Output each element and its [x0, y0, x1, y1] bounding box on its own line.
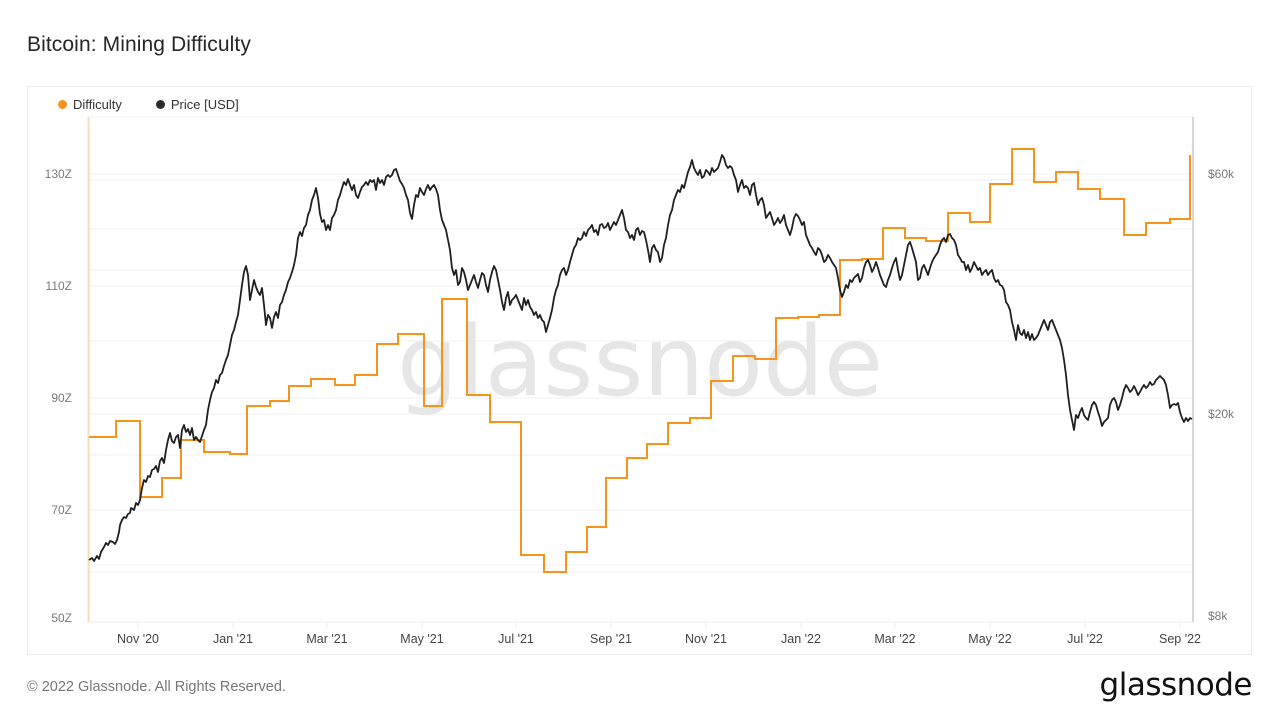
chart-card	[27, 86, 1252, 655]
x-tick-sep-21: Sep '21	[590, 632, 632, 646]
legend-label-difficulty: Difficulty	[73, 97, 122, 112]
x-tick-nov-20: Nov '20	[117, 632, 159, 646]
page-title: Bitcoin: Mining Difficulty	[27, 33, 251, 56]
x-tick-jul-21: Jul '21	[498, 632, 534, 646]
left-tick-50z: 50Z	[51, 611, 72, 625]
left-axis: 130Z 110Z 90Z 70Z 50Z	[45, 167, 72, 625]
black-dot-icon	[155, 100, 165, 109]
gridlines	[88, 116, 1193, 573]
difficulty-line[interactable]	[89, 148, 1191, 573]
right-tick-20k: $20k	[1208, 407, 1235, 421]
chart-legend: Difficulty Price [USD]	[58, 97, 239, 112]
left-tick-70z: 70Z	[51, 503, 72, 517]
right-tick-60k: $60k	[1208, 167, 1235, 181]
right-axis: $60k $20k $8k	[1208, 167, 1235, 623]
right-tick-8k: $8k	[1208, 609, 1228, 623]
x-tick-may-22: May '22	[968, 632, 1011, 646]
x-tick-marks	[137, 622, 1181, 628]
x-tick-sep-22: Sep '22	[1159, 632, 1201, 646]
x-tick-mar-21: Mar '21	[306, 632, 347, 646]
orange-dot-icon	[58, 100, 67, 109]
left-tick-130z: 130Z	[45, 167, 72, 181]
x-tick-may-21: May '21	[400, 632, 443, 646]
x-tick-jul-22: Jul '22	[1067, 632, 1103, 646]
legend-item-price[interactable]: Price [USD]	[155, 97, 239, 112]
x-tick-jan-21: Jan '21	[213, 632, 253, 646]
watermark: glassnode	[397, 306, 883, 418]
x-tick-jan-22: Jan '22	[781, 632, 821, 646]
legend-item-difficulty[interactable]: Difficulty	[58, 97, 122, 112]
left-tick-90z: 90Z	[51, 391, 72, 405]
legend-label-price: Price [USD]	[170, 97, 239, 112]
x-axis: Nov '20 Jan '21 Mar '21 May '21 Jul '21 …	[117, 632, 1201, 646]
x-tick-nov-21: Nov '21	[685, 632, 727, 646]
left-tick-110z: 110Z	[46, 279, 72, 293]
x-tick-mar-22: Mar '22	[874, 632, 915, 646]
copyright-footer: © 2022 Glassnode. All Rights Reserved.	[27, 679, 286, 695]
glassnode-logo[interactable]: glassnode	[1099, 667, 1253, 703]
price-line[interactable]	[88, 154, 1193, 562]
